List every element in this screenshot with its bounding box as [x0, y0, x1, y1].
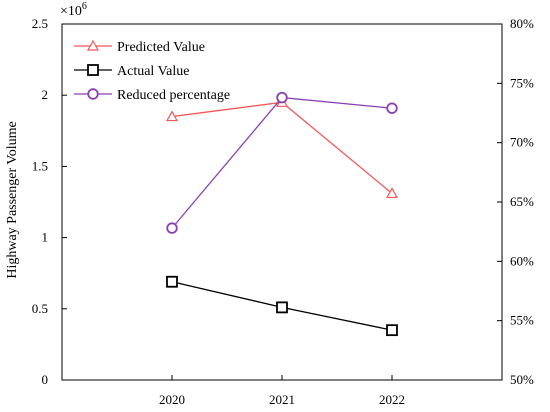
- predicted-value-point: [165, 110, 179, 122]
- x-tick-label: 2020: [159, 392, 185, 407]
- series-layer: [165, 91, 399, 337]
- x-axis-ticks: 2020 2021 2022: [159, 375, 405, 407]
- actual-value-point: [166, 275, 178, 288]
- right-tick-label: 65%: [510, 194, 534, 209]
- legend: Predicted Value Actual Value Reduced perce…: [74, 39, 230, 103]
- left-tick-label: 2.5: [32, 16, 48, 31]
- x-tick-label: 2022: [379, 392, 405, 407]
- left-axis-ticks: 0 0.5 1 1.5 2 2.5: [32, 16, 67, 387]
- actual-value-point: [386, 324, 398, 337]
- reduced-percentage-point: [386, 102, 398, 114]
- legend-marker-reduced-percentage: [87, 88, 99, 100]
- right-tick-label: 70%: [510, 135, 534, 150]
- predicted-value-point: [385, 187, 399, 199]
- left-tick-label: 1.5: [32, 158, 48, 173]
- legend-label-reduced-percentage: Reduced percentage: [117, 88, 230, 103]
- right-tick-label: 80%: [510, 16, 534, 31]
- actual-value-point: [276, 301, 288, 314]
- reduced-percentage-line: [171, 96, 393, 229]
- left-tick-label: 0.5: [32, 301, 48, 316]
- left-tick-label: 0: [42, 372, 49, 387]
- right-tick-label: 60%: [510, 253, 534, 268]
- right-tick-label: 50%: [510, 372, 534, 387]
- legend-label-predicted-value: Predicted Value: [117, 40, 205, 55]
- reduced-percentage-point: [166, 222, 178, 234]
- legend-marker-actual-value: [87, 64, 99, 76]
- predicted-value-line: [171, 101, 393, 194]
- right-tick-label: 55%: [510, 313, 534, 328]
- x-tick-label: 2021: [269, 392, 295, 407]
- left-tick-label: 2: [42, 87, 49, 102]
- reduced-percentage-point: [276, 91, 288, 104]
- left-tick-label: 1: [42, 230, 49, 245]
- y-multiplier: ×106: [60, 1, 87, 19]
- right-tick-label: 75%: [510, 75, 534, 90]
- y-axis-title: Highway Passenger Volume: [5, 121, 20, 278]
- legend-label-actual-value: Actual Value: [117, 64, 189, 79]
- legend-marker-predicted-value: [86, 39, 100, 51]
- right-axis-ticks: 50% 55% 60% 65% 70% 75% 80%: [497, 16, 534, 387]
